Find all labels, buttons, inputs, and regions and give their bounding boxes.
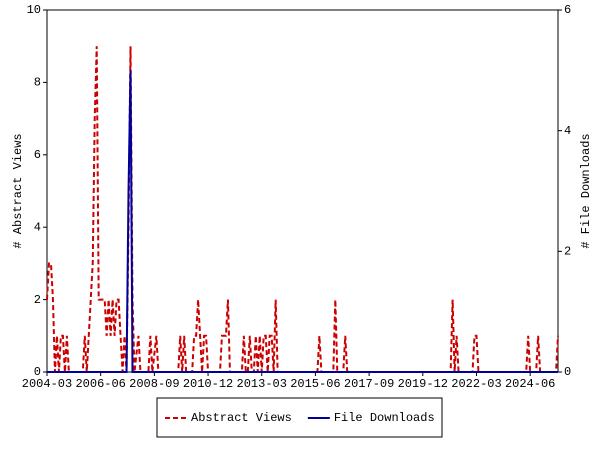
x-tick-label: 2022-03 <box>451 377 501 391</box>
x-tick-label: 2017-09 <box>344 377 394 391</box>
x-tick-label: 2019-12 <box>398 377 448 391</box>
legend-label: Abstract Views <box>191 411 292 425</box>
y2-axis-label: # File Downloads <box>579 133 593 248</box>
legend-label: File Downloads <box>334 411 435 425</box>
y-axis-label: # Abstract Views <box>11 133 25 248</box>
series-line <box>47 70 558 373</box>
x-tick-label: 2004-03 <box>22 377 72 391</box>
x-tick-label: 2013-03 <box>237 377 287 391</box>
y-tick-label: 8 <box>34 76 41 90</box>
x-tick-label: 2006-06 <box>75 377 125 391</box>
y-tick-label: 2 <box>34 293 41 307</box>
y2-tick-label: 4 <box>564 124 571 138</box>
x-tick-label: 2008-09 <box>129 377 179 391</box>
y-tick-label: 0 <box>34 365 41 379</box>
y-tick-label: 10 <box>27 3 41 17</box>
series-line <box>46 46 559 373</box>
x-tick-label: 2010-12 <box>183 377 233 391</box>
x-tick-label: 2015-06 <box>290 377 340 391</box>
y2-tick-label: 0 <box>564 365 571 379</box>
x-tick-label: 2024-06 <box>505 377 555 391</box>
y2-tick-label: 2 <box>564 245 571 259</box>
y-tick-label: 4 <box>34 220 41 234</box>
y-tick-label: 6 <box>34 148 41 162</box>
legend-box <box>156 397 443 438</box>
y2-tick-label: 6 <box>564 3 571 17</box>
